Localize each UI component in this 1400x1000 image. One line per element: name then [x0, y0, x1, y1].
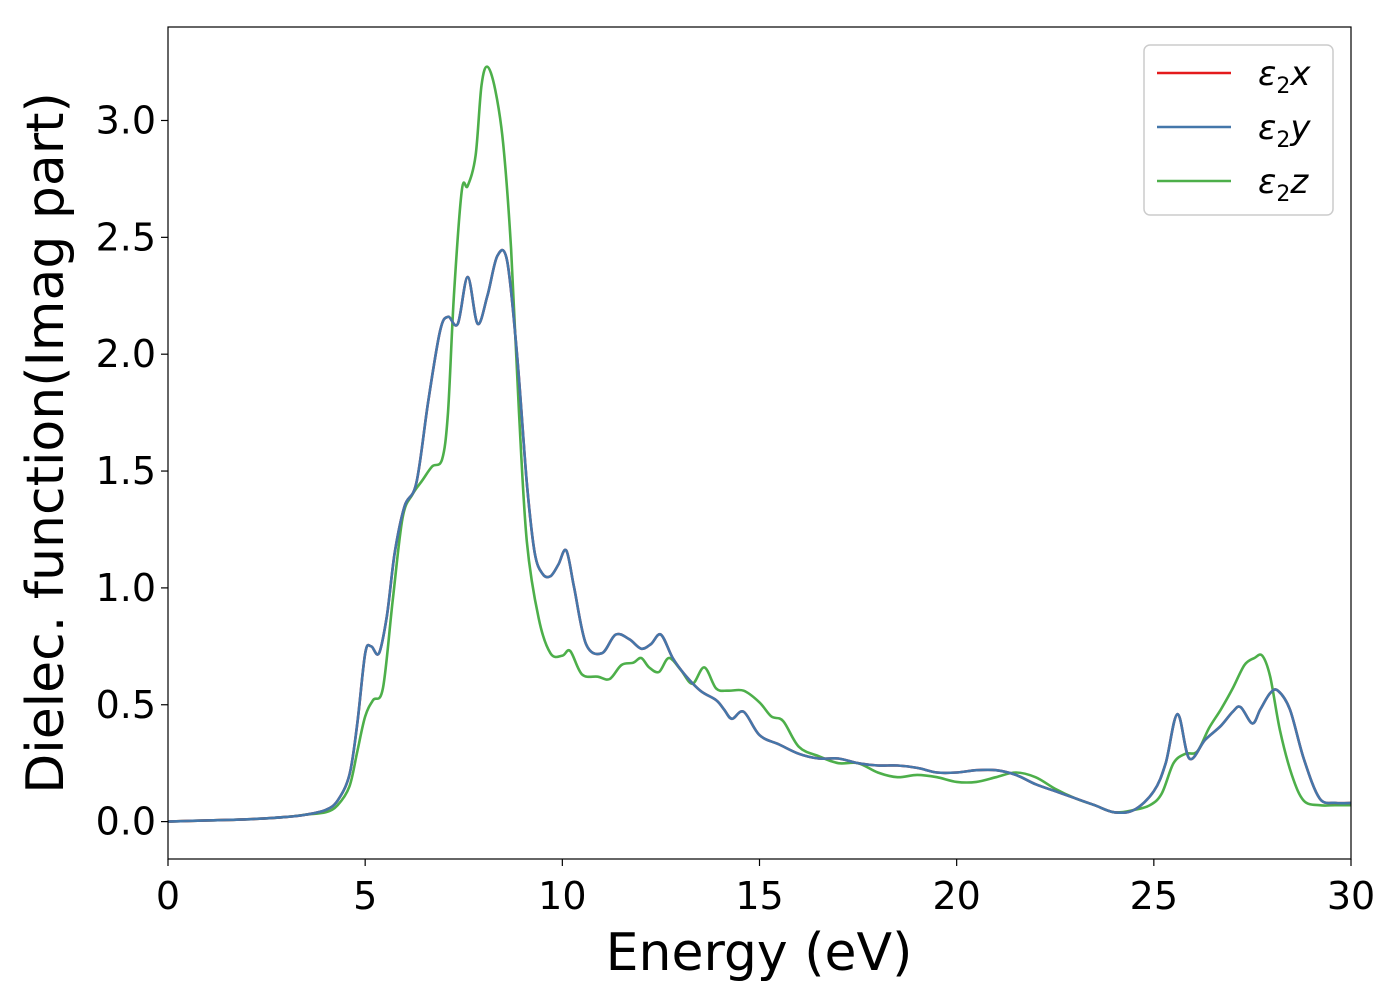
legend-items: ε2x ε2y ε2z: [1157, 54, 1311, 207]
x-axis-ticks: 0 5 10 15 20 25 30: [156, 859, 1375, 918]
legend-label-z: ε2z: [1258, 162, 1309, 207]
legend: ε2x ε2y ε2z: [1143, 44, 1334, 216]
x-tick-label: 20: [932, 874, 980, 918]
y-tick-label: 1.0: [96, 566, 156, 610]
y-tick-label: 2.0: [96, 332, 156, 376]
x-tick-label: 15: [735, 874, 783, 918]
x-tick-label: 25: [1130, 874, 1178, 918]
x-tick-label: 30: [1327, 874, 1375, 918]
x-tick-label: 5: [353, 874, 377, 918]
series-layer: [167, 65, 1352, 823]
legend-label-x: ε2x: [1258, 54, 1311, 99]
x-axis-label: Energy (eV): [606, 923, 913, 983]
y-tick-label: 1.5: [96, 449, 156, 493]
legend-box: [1143, 44, 1334, 216]
legend-label-y: ε2y: [1258, 108, 1311, 153]
y-axis-ticks: 0.0 0.5 1.0 1.5 2.0 2.5 3.0: [96, 98, 168, 844]
x-tick-label: 0: [156, 874, 180, 918]
y-axis-label: Dielec. function(Imag part): [16, 92, 76, 794]
y-tick-label: 0.5: [96, 683, 156, 727]
series-line-y: [167, 248, 1352, 823]
x-tick-label: 10: [538, 874, 586, 918]
series-line-z: [167, 65, 1351, 823]
y-tick-label: 0.0: [96, 800, 156, 844]
y-tick-label: 2.5: [96, 215, 156, 259]
y-tick-label: 3.0: [96, 98, 156, 142]
